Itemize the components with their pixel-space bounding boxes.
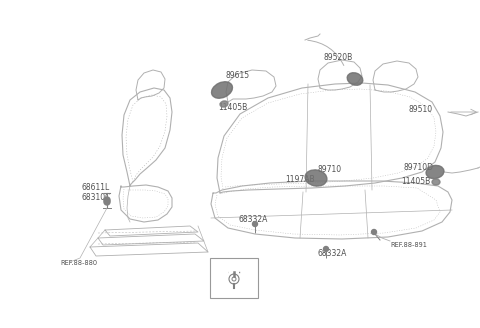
Text: 89710: 89710	[318, 166, 342, 174]
Ellipse shape	[220, 101, 228, 107]
Text: 89710D: 89710D	[403, 163, 433, 173]
Circle shape	[104, 197, 110, 203]
Text: 11405B: 11405B	[401, 177, 431, 187]
Text: REF.88-891: REF.88-891	[390, 242, 427, 248]
Text: 68310C: 68310C	[82, 194, 111, 202]
Text: 89615: 89615	[226, 71, 250, 79]
Bar	[210, 258, 258, 298]
Ellipse shape	[212, 82, 232, 98]
Text: 89520B: 89520B	[324, 53, 353, 63]
Ellipse shape	[426, 165, 444, 178]
Text: 68611L: 68611L	[82, 183, 110, 193]
Text: 11405B: 11405B	[218, 104, 248, 113]
Circle shape	[252, 221, 257, 227]
Ellipse shape	[305, 170, 327, 186]
Ellipse shape	[432, 179, 440, 185]
Text: 68332A: 68332A	[317, 249, 347, 257]
Ellipse shape	[347, 73, 363, 85]
Text: 1197AB: 1197AB	[285, 175, 315, 184]
Circle shape	[104, 199, 110, 205]
Text: 89510: 89510	[409, 106, 433, 114]
Circle shape	[324, 247, 328, 252]
Circle shape	[372, 230, 376, 235]
Text: REF.88-880: REF.88-880	[60, 260, 97, 266]
Text: 85746: 85746	[218, 258, 242, 268]
Text: 68332A: 68332A	[238, 215, 268, 224]
